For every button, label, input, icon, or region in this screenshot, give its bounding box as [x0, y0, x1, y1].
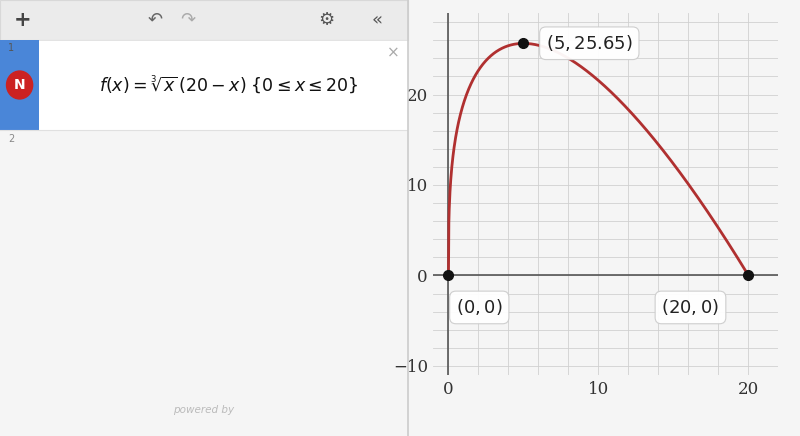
Text: 2: 2 — [8, 134, 14, 144]
Text: $(20, 0)$: $(20, 0)$ — [662, 297, 719, 317]
FancyBboxPatch shape — [0, 40, 38, 130]
Text: N: N — [14, 78, 26, 92]
Text: +: + — [14, 10, 31, 30]
FancyBboxPatch shape — [0, 0, 408, 40]
Text: $(5, 25.65)$: $(5, 25.65)$ — [546, 33, 633, 53]
Circle shape — [6, 71, 33, 99]
FancyBboxPatch shape — [0, 40, 408, 130]
Text: $(0, 0)$: $(0, 0)$ — [456, 297, 502, 317]
Text: ⚙: ⚙ — [318, 11, 334, 29]
Text: «: « — [372, 11, 383, 29]
Text: ↷: ↷ — [180, 11, 195, 29]
Text: ×: × — [387, 45, 400, 60]
Text: powered by: powered by — [174, 405, 234, 415]
Text: ↶: ↶ — [147, 11, 162, 29]
Text: $f(x) = \sqrt[3]{x}\,(20 - x)\;\{0 \leq x \leq 20\}$: $f(x) = \sqrt[3]{x}\,(20 - x)\;\{0 \leq … — [98, 75, 358, 95]
Text: 1: 1 — [8, 44, 14, 54]
